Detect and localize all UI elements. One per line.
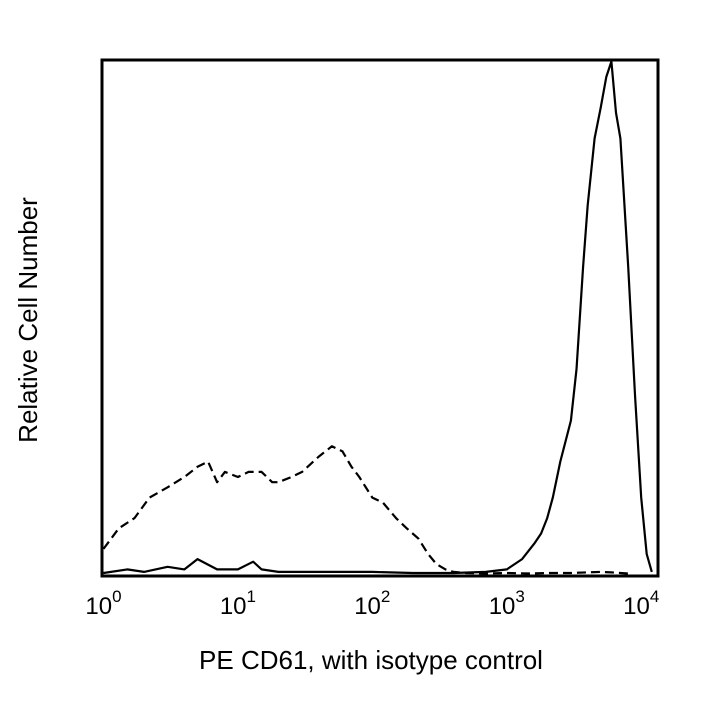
x-tick-layer: 100 101 102 103 104 xyxy=(85,587,659,620)
x-tick-label-1: 101 xyxy=(220,587,256,620)
series-line-pe-cd61 xyxy=(103,60,653,575)
plot-frame xyxy=(100,58,660,578)
x-tick-label-3: 103 xyxy=(489,587,525,620)
x-tick-label-4: 104 xyxy=(623,587,659,620)
y-axis-title: Relative Cell Number xyxy=(13,197,43,443)
series-layer xyxy=(102,60,653,575)
x-axis-title: PE CD61, with isotype control xyxy=(199,645,543,675)
x-tick-label-0: 100 xyxy=(85,587,121,620)
x-tick-label-2: 102 xyxy=(354,587,390,620)
